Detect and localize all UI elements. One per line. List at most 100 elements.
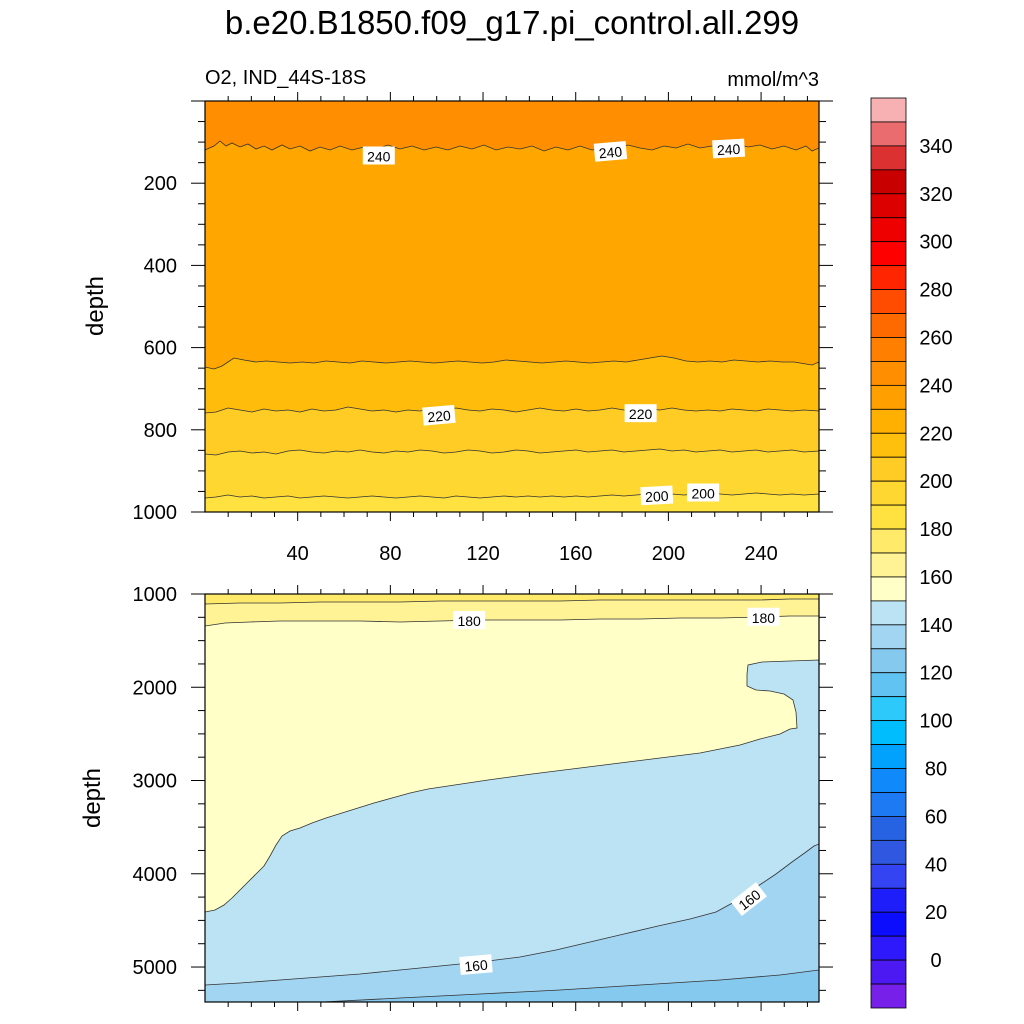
y-tick-label: 2000 xyxy=(133,677,178,699)
contour-label-text: 160 xyxy=(464,957,489,975)
colorbar-swatch xyxy=(870,504,907,530)
contour-label-bg xyxy=(640,485,674,506)
colorbar-swatch xyxy=(870,696,907,722)
contour-label: 240 xyxy=(593,141,628,162)
colorbar-label: 260 xyxy=(919,327,952,349)
colorbar-label: 100 xyxy=(919,711,952,733)
colorbar-label: 120 xyxy=(919,663,952,685)
colorbar-label: 20 xyxy=(925,902,947,924)
colorbar-swatch xyxy=(870,408,907,434)
page-title: b.e20.B1850.f09_g17.pi_control.all.299 xyxy=(224,4,800,41)
contour-label: 240 xyxy=(362,146,395,165)
colorbar-swatch xyxy=(870,121,907,147)
colorbar-swatch xyxy=(870,983,907,1009)
colorbar-swatch xyxy=(870,768,907,793)
colorbar-swatch xyxy=(870,480,907,506)
colorbar-swatch xyxy=(870,911,907,937)
contour-label: 200 xyxy=(640,485,674,506)
colorbar-label: 320 xyxy=(919,184,952,206)
contour-label-text: 180 xyxy=(457,613,481,629)
colorbar-swatch xyxy=(870,648,907,674)
contour-label-text: 220 xyxy=(427,407,452,425)
y-tick-label: 400 xyxy=(144,255,177,277)
colorbar-swatch xyxy=(870,169,907,195)
colorbar-swatch xyxy=(870,217,907,243)
contour-label-bg xyxy=(730,882,768,917)
contour-label-text: 240 xyxy=(717,141,741,158)
lower-band-140 xyxy=(321,969,819,1002)
y-tick-label: 4000 xyxy=(133,864,178,886)
colorbar-swatch xyxy=(870,600,907,626)
colorbar-label: 300 xyxy=(919,232,952,254)
contour-label-bg xyxy=(593,141,628,162)
colorbar-swatch xyxy=(870,241,907,267)
contour-label: 160 xyxy=(459,954,493,975)
lower-x-ticks xyxy=(227,585,808,1011)
panel-upper-subtitle-left: O2, IND_44S-18S xyxy=(205,67,366,89)
contour-label-text: 220 xyxy=(629,406,653,422)
contour-label-text: 240 xyxy=(367,148,391,164)
contour-label: 220 xyxy=(624,404,657,423)
upper-y-axis-label: depth xyxy=(82,276,109,336)
contour-label-bg xyxy=(453,611,486,630)
contour-label-bg xyxy=(459,954,493,975)
colorbar-label: 40 xyxy=(925,854,947,876)
contour-label-text: 200 xyxy=(645,488,669,505)
colorbar-swatch xyxy=(870,552,907,578)
colorbar-label: 160 xyxy=(919,567,952,589)
colorbar-label: 280 xyxy=(919,280,952,302)
contour-label: 220 xyxy=(422,404,456,426)
colorbar-swatch xyxy=(870,720,907,745)
upper-y-ticks: 200 400 600 800 1000 xyxy=(133,100,833,524)
lower-band-150 xyxy=(205,843,819,1002)
contour-label-bg xyxy=(624,404,657,423)
colorbar-swatch xyxy=(870,97,907,123)
contour-label: 180 xyxy=(747,607,780,626)
colorbar-swatch xyxy=(870,792,907,817)
colorbar-swatch xyxy=(870,887,907,913)
lower-y-ticks: 1000 2000 3000 4000 5000 xyxy=(133,584,833,991)
contour-label-text: 180 xyxy=(752,610,776,626)
y-tick-label: 600 xyxy=(144,338,177,360)
upper-contour-labels: 240 240 240 220 220 200 200 xyxy=(362,138,746,506)
colorbar-swatch xyxy=(870,744,907,769)
lower-plot-frame xyxy=(204,593,820,1003)
colorbar-label: 60 xyxy=(925,806,947,828)
colorbar-swatch xyxy=(870,145,907,171)
colorbar-swatch xyxy=(870,528,907,554)
colorbar-label: 240 xyxy=(919,375,952,397)
colorbar-swatch xyxy=(870,361,907,386)
panel-upper: O2, IND_44S-18S mmol/m^3 240 240 240 220 220… xyxy=(82,67,833,565)
contour-label-text: 240 xyxy=(598,143,623,161)
y-tick-label: 1000 xyxy=(133,584,178,606)
colorbar-swatch xyxy=(870,935,907,961)
contour-label: 200 xyxy=(687,483,720,502)
colorbar-swatch xyxy=(870,337,907,362)
contour-label-bg xyxy=(362,146,395,165)
colorbar-swatch xyxy=(870,384,907,410)
colorbar-swatch xyxy=(870,265,907,290)
x-tick-label: 120 xyxy=(466,543,499,565)
upper-x-ticks: 40 80 120 160 200 240 xyxy=(227,92,808,565)
y-tick-label: 800 xyxy=(144,420,177,442)
x-tick-label: 240 xyxy=(744,543,777,565)
lower-y-axis-label: depth xyxy=(79,768,106,828)
colorbar-swatch xyxy=(870,672,907,698)
colorbar-label: 180 xyxy=(919,519,952,541)
x-tick-label: 80 xyxy=(379,543,401,565)
colorbar-label: 220 xyxy=(919,423,952,445)
colorbar-swatch xyxy=(870,313,907,338)
y-tick-label: 200 xyxy=(144,173,177,195)
colorbar-label: 80 xyxy=(925,759,947,781)
colorbar-label: 0 xyxy=(930,950,941,972)
x-tick-label: 160 xyxy=(559,543,592,565)
y-tick-label: 5000 xyxy=(133,957,178,979)
colorbar-swatch xyxy=(870,456,907,482)
colorbar-swatch xyxy=(870,959,907,985)
contour-label-bg xyxy=(712,138,746,159)
contour-label-text: 200 xyxy=(691,486,715,502)
colorbar-label: 200 xyxy=(919,471,952,493)
colorbar-swatch xyxy=(870,193,907,219)
